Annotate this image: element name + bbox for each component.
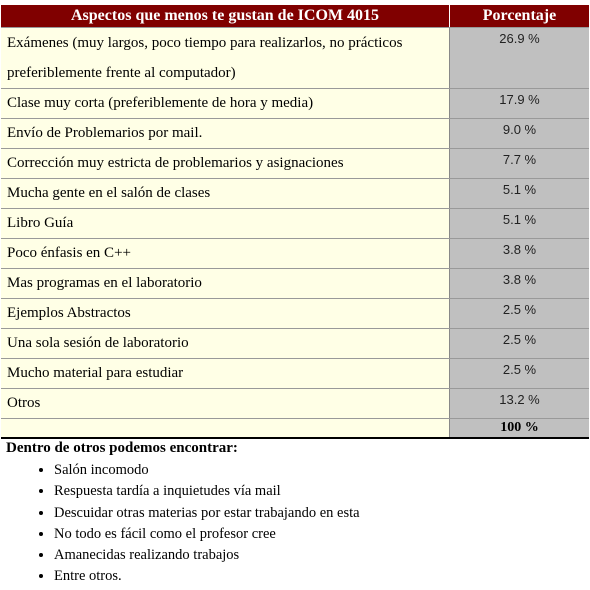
note-item: Descuidar otras materias por estar traba… bbox=[54, 503, 360, 524]
aspect-cell: Una sola sesión de laboratorio bbox=[1, 328, 450, 359]
note-item: No todo es fácil como el profesor cree bbox=[54, 524, 360, 545]
percent-cell: 13.2 % bbox=[449, 388, 589, 419]
percent-cell: 5.1 % bbox=[449, 178, 589, 209]
aspect-cell: Mucha gente en el salón de clases bbox=[1, 178, 450, 209]
aspect-cell: Ejemplos Abstractos bbox=[1, 298, 450, 329]
total-row: 100 % bbox=[1, 418, 589, 439]
note-item: Amanecidas realizando trabajos bbox=[54, 545, 360, 566]
aspect-cell: Libro Guía bbox=[1, 208, 450, 239]
table-row: Mucha gente en el salón de clases 5.1 % bbox=[1, 178, 589, 209]
header-row: Aspectos que menos te gustan de ICOM 401… bbox=[1, 5, 589, 28]
table: Aspectos que menos te gustan de ICOM 401… bbox=[1, 5, 589, 439]
aspect-cell: Exámenes (muy largos, poco tiempo para r… bbox=[1, 27, 450, 89]
aspect-cell: Mas programas en el laboratorio bbox=[1, 268, 450, 299]
percent-cell: 9.0 % bbox=[449, 118, 589, 149]
percent-cell: 3.8 % bbox=[449, 268, 589, 299]
note-item: Salón incomodo bbox=[54, 460, 360, 481]
header-cell: Porcentaje bbox=[449, 5, 589, 28]
notes: Dentro de otros podemos encontrar: Salón… bbox=[6, 440, 360, 588]
table-row: Otros 13.2 % bbox=[1, 388, 589, 419]
header-cell: Aspectos que menos te gustan de ICOM 401… bbox=[1, 5, 450, 28]
note-item: Respuesta tardía a inquietudes vía mail bbox=[54, 481, 360, 502]
table-row: Libro Guía 5.1 % bbox=[1, 208, 589, 239]
aspect-cell: Clase muy corta (preferiblemente de hora… bbox=[1, 88, 450, 119]
table-row: Mucho material para estudiar 2.5 % bbox=[1, 358, 589, 389]
table-row: Ejemplos Abstractos 2.5 % bbox=[1, 298, 589, 329]
aspect-cell: Poco énfasis en C++ bbox=[1, 238, 450, 269]
table-row: Exámenes (muy largos, poco tiempo para r… bbox=[1, 27, 589, 89]
percent-cell: 5.1 % bbox=[449, 208, 589, 239]
notes-title: Dentro de otros podemos encontrar: bbox=[6, 440, 238, 456]
percent-cell: 3.8 % bbox=[449, 238, 589, 269]
percent-cell: 7.7 % bbox=[449, 148, 589, 179]
percent-cell: 17.9 % bbox=[449, 88, 589, 119]
notes-list: Salón incomodoRespuesta tardía a inquiet… bbox=[6, 460, 360, 588]
table-body: Exámenes (muy largos, poco tiempo para r… bbox=[1, 27, 589, 439]
total-cell: 100 % bbox=[449, 418, 589, 439]
table-row: Envío de Problemarios por mail. 9.0 % bbox=[1, 118, 589, 149]
percent-cell: 2.5 % bbox=[449, 358, 589, 389]
percent-cell: 26.9 % bbox=[449, 27, 589, 89]
table-row: Una sola sesión de laboratorio 2.5 % bbox=[1, 328, 589, 359]
percent-cell: 2.5 % bbox=[449, 298, 589, 329]
table-row: Mas programas en el laboratorio 3.8 % bbox=[1, 268, 589, 299]
table-row: Clase muy corta (preferiblemente de hora… bbox=[1, 88, 589, 119]
percent-cell: 2.5 % bbox=[449, 328, 589, 359]
aspect-cell: Envío de Problemarios por mail. bbox=[1, 118, 450, 149]
table-row: Corrección muy estricta de problemarios … bbox=[1, 148, 589, 179]
empty-cell bbox=[1, 418, 450, 439]
aspect-cell: Otros bbox=[1, 388, 450, 419]
aspect-cell: Mucho material para estudiar bbox=[1, 358, 450, 389]
table-row: Poco énfasis en C++ 3.8 % bbox=[1, 238, 589, 269]
note-item: Entre otros. bbox=[54, 566, 360, 587]
aspect-cell: Corrección muy estricta de problemarios … bbox=[1, 148, 450, 179]
